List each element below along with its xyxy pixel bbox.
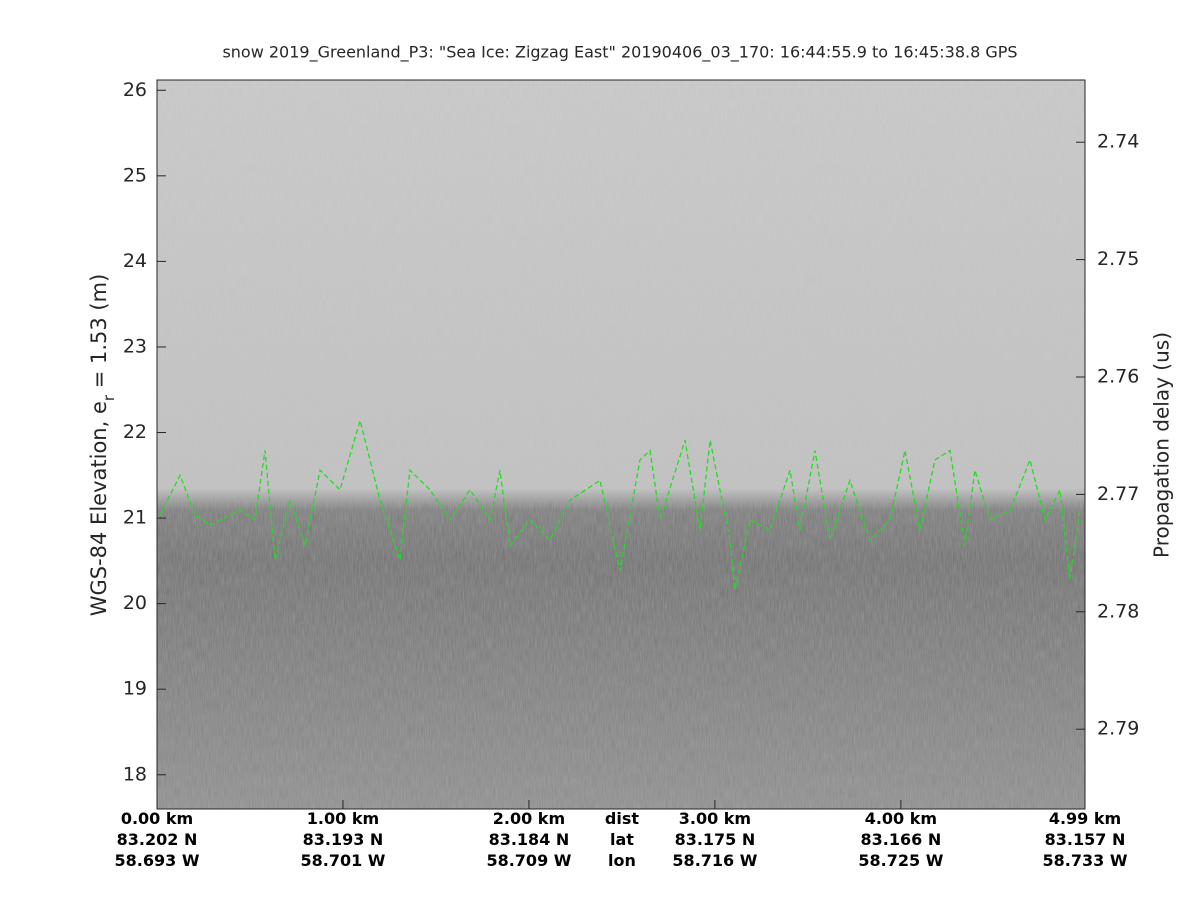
chart-title: snow 2019_Greenland_P3: "Sea Ice: Zigzag… bbox=[222, 43, 1017, 63]
x-tick-label: 4.99 km bbox=[1049, 809, 1121, 828]
y-tick-label: 20 bbox=[123, 592, 147, 614]
y-label-text: WGS-84 Elevation, e bbox=[87, 401, 111, 616]
x-tick-lat: 83.184 N bbox=[489, 830, 570, 849]
y2-axis-label: Propagation delay (us) bbox=[1150, 332, 1174, 558]
y-tick-label: 19 bbox=[123, 678, 147, 700]
x-tick-lat: 83.157 N bbox=[1045, 830, 1126, 849]
surface-trace bbox=[159, 418, 1081, 591]
y-label-rest: = 1.53 (m) bbox=[87, 274, 111, 395]
x-row-name: lon bbox=[608, 851, 636, 870]
x-tick-lat: 83.202 N bbox=[117, 830, 198, 849]
x-tick-lon: 58.709 W bbox=[486, 851, 571, 870]
x-tick-lat: 83.166 N bbox=[861, 830, 942, 849]
y-tick-label: 23 bbox=[123, 335, 147, 357]
y-label-subscript: r bbox=[100, 394, 118, 401]
x-tick-lon: 58.725 W bbox=[858, 851, 943, 870]
x-tick-label: 4.00 km bbox=[865, 809, 937, 828]
x-row-name: dist bbox=[605, 809, 639, 828]
x-tick-lon: 58.701 W bbox=[300, 851, 385, 870]
y-tick-label: 18 bbox=[123, 763, 147, 785]
x-tick-lon: 58.716 W bbox=[672, 851, 757, 870]
y2-tick-label: 2.77 bbox=[1097, 483, 1139, 505]
x-tick-lon: 58.733 W bbox=[1043, 851, 1128, 870]
x-tick-label: 0.00 km bbox=[121, 809, 193, 828]
axes-box bbox=[156, 79, 1086, 810]
y-tick-label: 26 bbox=[123, 79, 147, 101]
x-tick-label: 1.00 km bbox=[307, 809, 379, 828]
y2-tick-label: 2.74 bbox=[1097, 131, 1139, 153]
x-tick-label: 2.00 km bbox=[493, 809, 565, 828]
x-tick-lat: 83.175 N bbox=[675, 830, 756, 849]
y-tick-label: 24 bbox=[123, 250, 147, 272]
y2-tick-label: 2.75 bbox=[1097, 248, 1139, 270]
y-tick-label: 21 bbox=[123, 507, 147, 529]
x-row-name: lat bbox=[610, 830, 634, 849]
x-tick-lat: 83.193 N bbox=[303, 830, 384, 849]
y2-tick-label: 2.78 bbox=[1097, 600, 1139, 622]
y2-tick-label: 2.76 bbox=[1097, 366, 1139, 388]
echogram-texture bbox=[157, 80, 1085, 809]
y-axis-label: WGS-84 Elevation, er = 1.53 (m) bbox=[87, 274, 118, 617]
y-tick-label: 22 bbox=[123, 421, 147, 443]
x-tick-lon: 58.693 W bbox=[115, 851, 200, 870]
y2-tick-label: 2.79 bbox=[1097, 718, 1139, 740]
y-tick-label: 25 bbox=[123, 164, 147, 186]
x-tick-label: 3.00 km bbox=[679, 809, 751, 828]
